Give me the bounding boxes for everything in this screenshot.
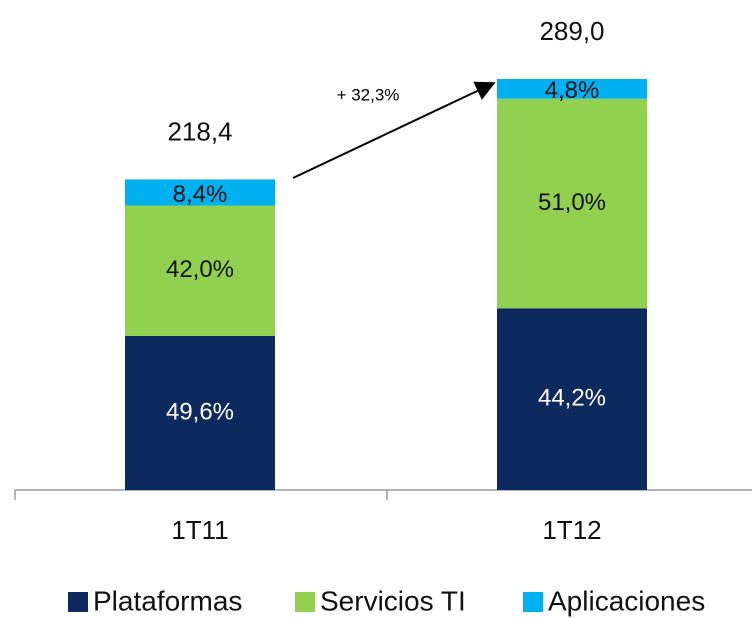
value-label: 8,4% <box>173 181 228 208</box>
bar-segment <box>125 179 275 206</box>
value-label: 44,2% <box>538 385 606 412</box>
total-label: 218,4 <box>167 116 232 146</box>
bar-segment <box>497 98 647 309</box>
legend-label: Servicios TI <box>320 585 466 616</box>
bar-segment <box>125 335 275 490</box>
legend-swatch <box>523 592 543 612</box>
bar-segment <box>497 79 647 99</box>
x-tick-label: 1T12 <box>542 515 601 545</box>
x-tick-label: 1T11 <box>171 515 228 545</box>
value-label: 42,0% <box>166 256 234 283</box>
value-label: 4,8% <box>545 77 600 104</box>
total-label: 289,0 <box>539 16 604 46</box>
legend-label: Plataformas <box>93 585 242 616</box>
value-label: 51,0% <box>538 189 606 216</box>
legend-swatch <box>295 592 315 612</box>
legend-swatch <box>68 592 88 612</box>
value-label: 49,6% <box>166 398 234 425</box>
growth-arrow <box>292 81 496 179</box>
bar-segment <box>125 205 275 336</box>
legend-label: Aplicaciones <box>548 585 705 616</box>
growth-annotation: + 32,3% <box>337 85 400 104</box>
bar-segment <box>497 308 647 490</box>
